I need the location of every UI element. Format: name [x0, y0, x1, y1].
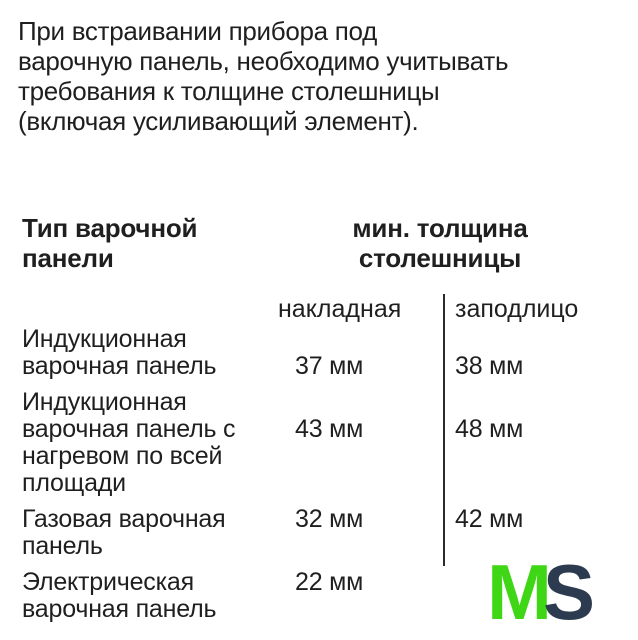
row-type-label: Электрическая варочная панель — [22, 568, 217, 623]
table-row: Газовая варочная панель 32 мм 42 мм — [22, 506, 638, 560]
subheader-flush: заподлицо — [455, 295, 579, 323]
overlay-value: 22 мм — [295, 568, 364, 596]
flush-value: 38 мм — [455, 352, 524, 380]
paragraph-line: требования к толщине столешницы — [18, 76, 440, 106]
overlay-value: 43 мм — [295, 415, 364, 443]
subheader-overlay: накладная — [278, 295, 402, 323]
table-row: Электрическая варочная панель 22 мм — [22, 569, 638, 623]
watermark-letter-s: S — [542, 548, 596, 636]
table-row: Индукционная варочная панель 37 мм 38 мм — [22, 326, 638, 380]
intro-paragraph: При встраивании прибора под варочную пан… — [18, 16, 509, 136]
table-body: Индукционная варочная панель 37 мм 38 мм… — [22, 326, 638, 632]
watermark-letter-m: M — [487, 548, 552, 636]
paragraph-line: варочную панель, необходимо учитывать — [18, 46, 509, 76]
paragraph-line: При встраивании прибора под — [18, 16, 377, 46]
row-type-label: Индукционная варочная панель с нагревом … — [22, 388, 236, 497]
column-header-min-thickness: мин. толщина столешницы — [352, 213, 528, 273]
row-type-label: Газовая варочная панель — [22, 505, 226, 560]
paragraph-line: (включая усиливающий элемент). — [18, 106, 419, 136]
column-divider — [443, 294, 445, 566]
overlay-value: 32 мм — [295, 505, 364, 533]
watermark-logo: MS — [487, 553, 595, 631]
table-row: Индукционная варочная панель с нагревом … — [22, 389, 638, 497]
flush-value: 48 мм — [455, 415, 524, 443]
overlay-value: 37 мм — [295, 352, 364, 380]
subheader-row: накладная заподлицо — [22, 295, 638, 323]
row-type-label: Индукционная варочная панель — [22, 325, 217, 380]
column-header-hob-type: Тип варочной панели — [22, 213, 198, 273]
subheader-spacer — [22, 295, 278, 323]
flush-value: 42 мм — [455, 505, 524, 533]
